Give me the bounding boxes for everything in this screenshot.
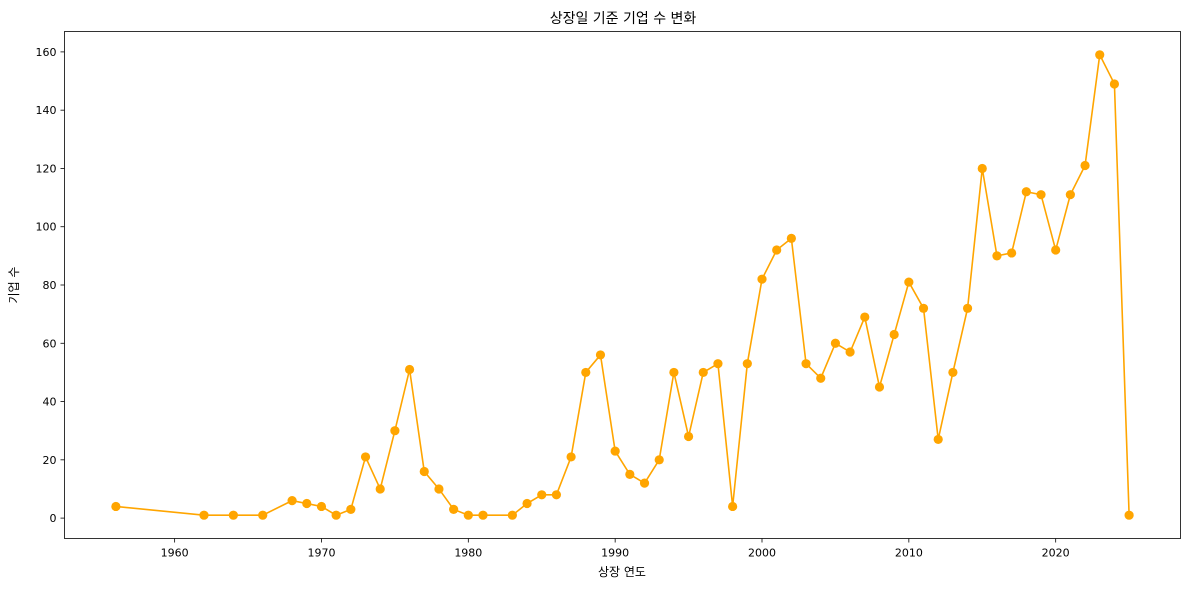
y-tick-label: 100	[36, 221, 57, 234]
chart-title: 상장일 기준 기업 수 변화	[550, 11, 697, 27]
data-point	[1109, 79, 1120, 89]
data-point	[742, 359, 752, 369]
data-point	[904, 277, 914, 287]
data-point	[302, 498, 312, 509]
y-tick-label: 40	[43, 396, 57, 409]
y-tick-label: 80	[43, 279, 57, 292]
y-tick-label: 60	[43, 337, 57, 350]
data-point	[463, 510, 473, 520]
data-point	[258, 510, 268, 520]
y-tick-label: 20	[43, 454, 57, 467]
data-point	[1065, 190, 1075, 200]
data-point	[581, 367, 591, 378]
data-point	[786, 233, 796, 243]
x-tick-label: 1960	[161, 547, 189, 560]
data-point	[478, 510, 488, 520]
x-tick-label: 1980	[454, 547, 482, 560]
data-point	[1124, 510, 1134, 520]
data-point	[566, 452, 576, 462]
data-point	[683, 431, 694, 442]
data-point	[639, 478, 650, 488]
data-point	[625, 469, 635, 479]
data-point	[610, 446, 620, 456]
y-tick-label: 120	[36, 162, 57, 175]
x-axis-label: 상장 연도	[598, 565, 646, 579]
data-point	[404, 364, 415, 375]
data-point	[654, 455, 664, 465]
data-point	[449, 504, 459, 514]
data-point	[918, 303, 929, 313]
data-point	[111, 501, 121, 512]
data-point	[933, 434, 943, 445]
data-point	[375, 484, 385, 494]
data-point	[728, 501, 738, 512]
data-point	[1007, 248, 1017, 258]
data-point	[360, 452, 371, 462]
y-axis-label: 기업 수	[7, 267, 21, 304]
data-point	[1021, 187, 1031, 197]
y-tick-label: 140	[36, 104, 57, 117]
y-tick-label: 0	[50, 512, 57, 525]
data-point	[801, 359, 811, 369]
y-axis: 0 20 40 60 80 100 120 140 160	[36, 46, 65, 525]
data-point	[537, 490, 547, 500]
data-point	[507, 510, 517, 520]
data-point	[830, 338, 841, 348]
x-tick-label: 2010	[895, 547, 923, 560]
x-tick-label: 2020	[1042, 547, 1070, 560]
data-point	[757, 274, 767, 284]
data-point	[1095, 50, 1105, 60]
data-point	[595, 350, 606, 360]
data-point	[199, 510, 209, 520]
data-point	[316, 501, 327, 512]
data-point	[860, 312, 870, 322]
data-point	[669, 367, 679, 378]
data-point	[434, 484, 444, 494]
data-point	[1036, 190, 1046, 200]
data-point	[962, 303, 973, 313]
data-point	[390, 426, 400, 436]
data-point	[228, 510, 238, 520]
data-point	[845, 347, 855, 357]
data-point	[331, 510, 341, 520]
data-point	[772, 245, 782, 255]
x-tick-label: 1990	[601, 547, 629, 560]
series-line	[115, 52, 1130, 517]
data-point	[346, 504, 356, 514]
data-point	[1080, 160, 1090, 171]
data-point	[698, 367, 708, 378]
data-point	[522, 498, 532, 509]
data-point	[551, 490, 562, 500]
data-point	[874, 382, 885, 392]
data-point	[977, 163, 987, 174]
data-point	[948, 367, 958, 378]
data-point	[889, 329, 899, 340]
data-point	[713, 359, 723, 369]
x-axis: 1960 1970 1980 1990 2000 2010 2020	[161, 538, 1070, 560]
data-point	[287, 496, 297, 506]
data-point	[1051, 245, 1061, 255]
y-tick-label: 160	[36, 46, 57, 59]
data-point	[816, 373, 826, 383]
x-tick-label: 1970	[307, 547, 335, 560]
series-points	[111, 50, 1134, 520]
x-tick-label: 2000	[748, 547, 776, 560]
data-point	[419, 466, 429, 477]
data-point	[992, 251, 1002, 261]
